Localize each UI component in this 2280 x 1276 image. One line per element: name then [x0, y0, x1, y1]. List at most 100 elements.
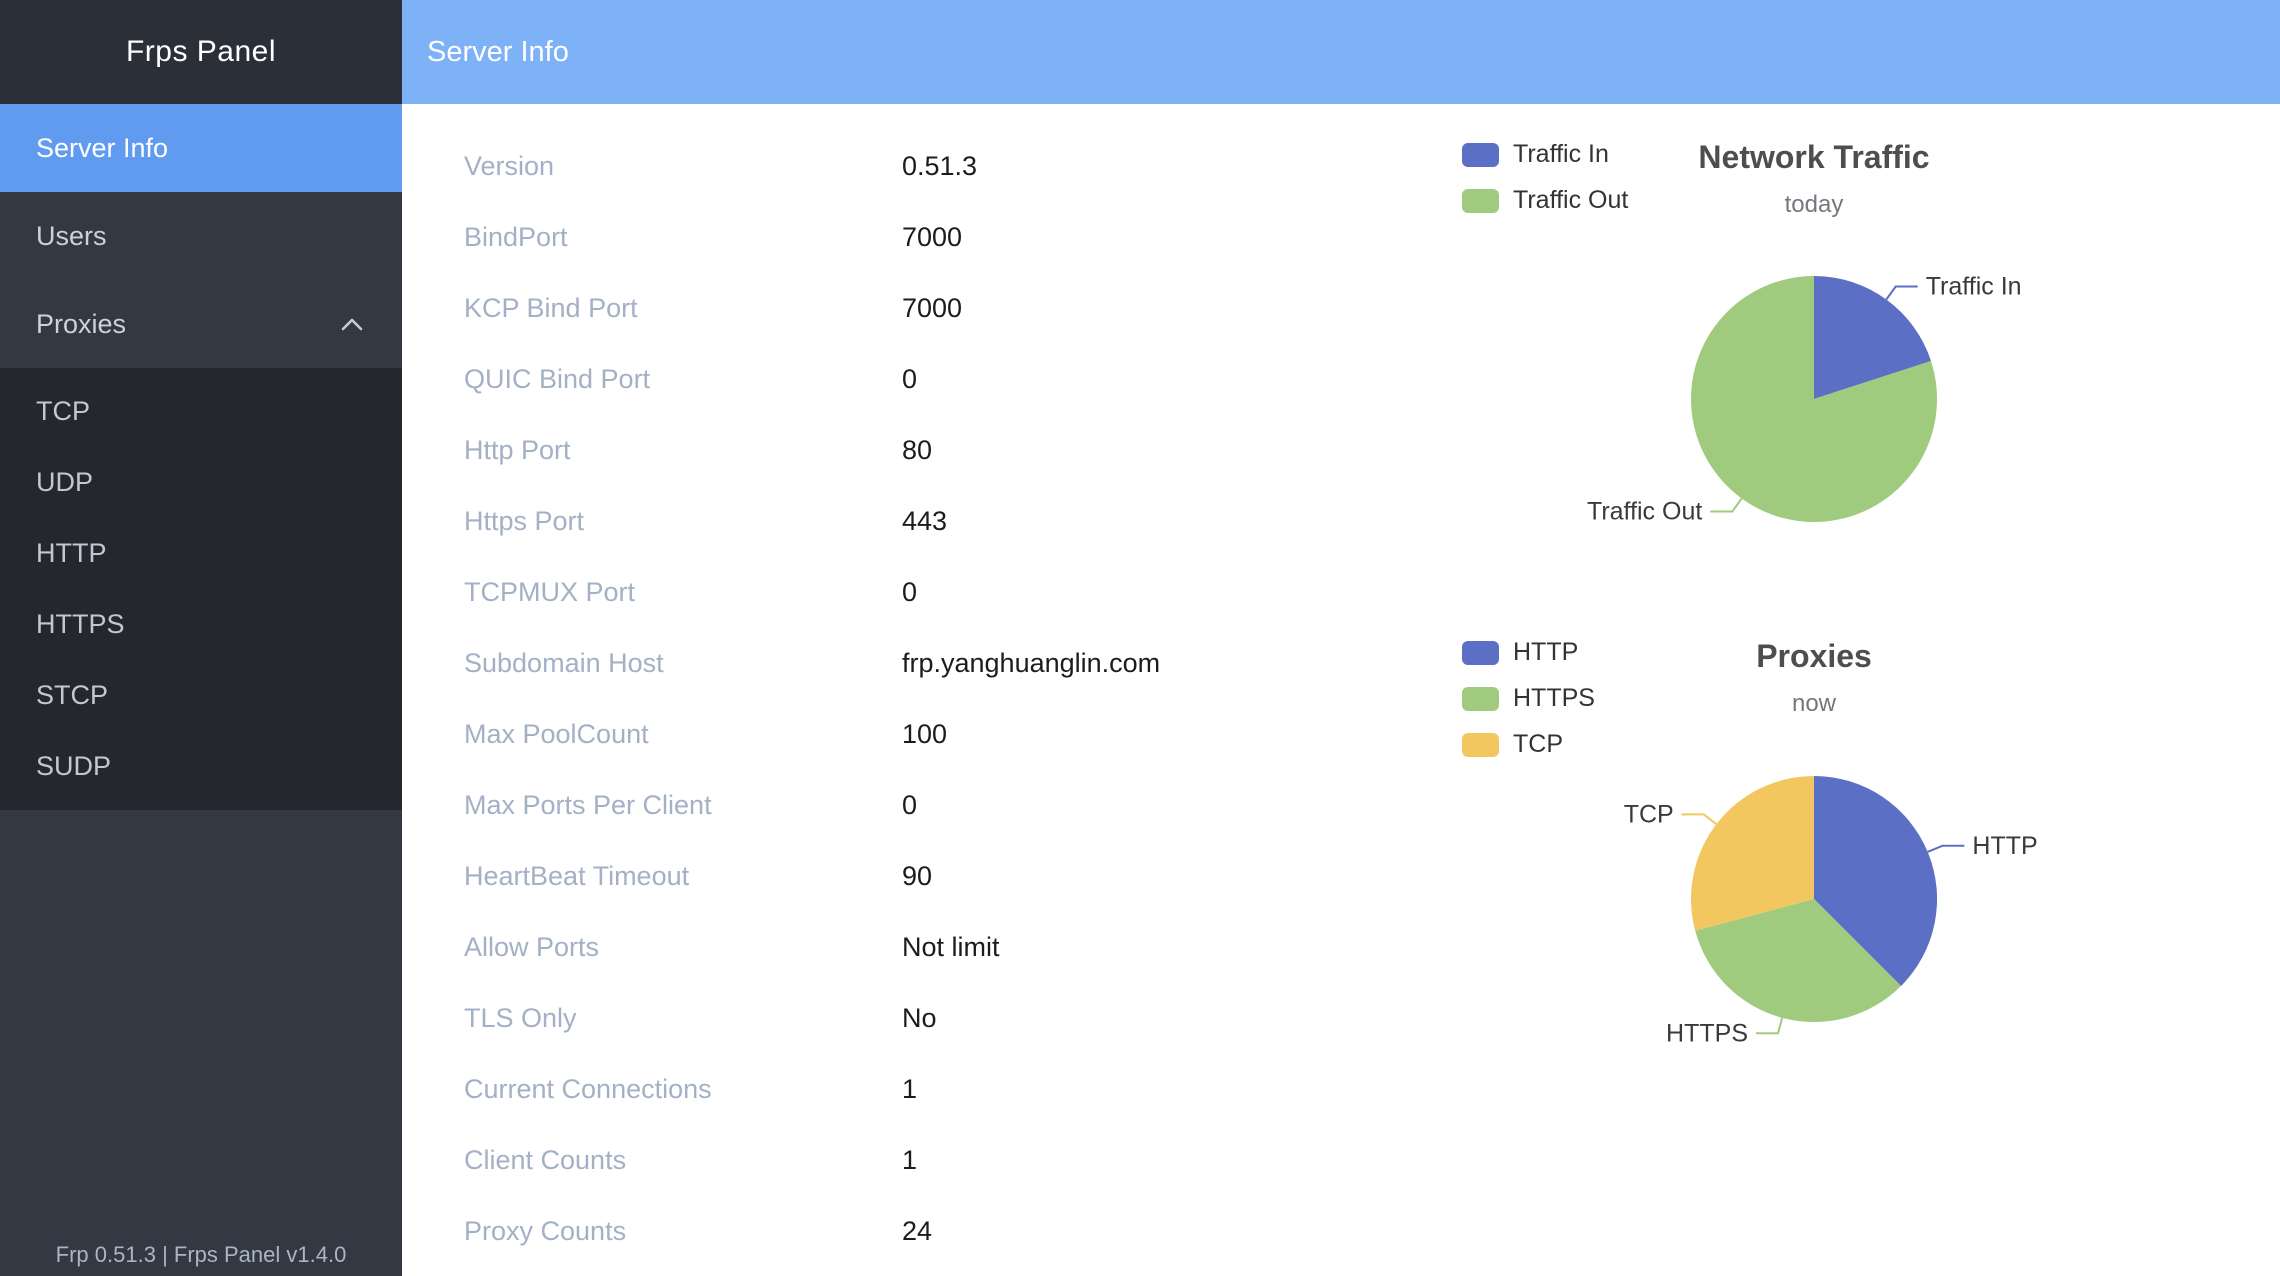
network-traffic-pie-chart: Traffic In Traffic Out	[1587, 273, 2022, 526]
page-title: Server Info	[427, 35, 569, 68]
main-body: Version 0.51.3 BindPort 7000 KCP Bind Port 70…	[402, 104, 2280, 1276]
row-label: Max Ports Per Client	[464, 790, 712, 820]
sidebar-item-proxies[interactable]: Proxies	[0, 280, 402, 368]
legend-item-tcp[interactable]: TCP	[1462, 730, 1595, 759]
legend-swatch-icon	[1462, 732, 1499, 757]
row-value: Not limit	[902, 932, 1000, 962]
server-info-row: Max Ports Per Client 0	[464, 770, 1384, 841]
pie-slice-tcp[interactable]	[1691, 776, 1814, 931]
server-info-row: BindPort 7000	[464, 202, 1384, 273]
row-value: 0	[902, 577, 918, 607]
row-value: 80	[902, 435, 933, 465]
legend-label: Traffic Out	[1513, 186, 1629, 214]
row-value: 90	[902, 861, 933, 891]
legend-item-http[interactable]: HTTP	[1462, 638, 1595, 667]
row-label: HeartBeat Timeout	[464, 861, 690, 891]
sidebar-item-label: Server Info	[36, 132, 169, 163]
chart-subtitle-network-traffic: today	[1784, 191, 1844, 218]
row-value: 1	[902, 1074, 918, 1104]
proxies-legend: HTTP HTTPS TCP	[1462, 638, 1595, 776]
row-value: 100	[902, 719, 948, 749]
row-label: Current Connections	[464, 1074, 712, 1104]
pie-label: TCP	[1624, 800, 1674, 828]
server-info-row: KCP Bind Port 7000	[464, 273, 1384, 344]
legend-item-traffic-in[interactable]: Traffic In	[1462, 140, 1628, 169]
sidebar-item-users[interactable]: Users	[0, 192, 402, 280]
server-info-list: Version 0.51.3 BindPort 7000 KCP Bind Port 70…	[464, 131, 1384, 1267]
row-value: 443	[902, 506, 948, 536]
chart-title-proxies: Proxies	[1756, 638, 1872, 674]
row-value: 7000	[902, 222, 963, 252]
sidebar-footer-version: Frp 0.51.3 | Frps Panel v1.4.0	[55, 1242, 347, 1267]
server-info-row: Allow Ports Not limit	[464, 912, 1384, 983]
sidebar-subitem-tcp[interactable]: TCP	[36, 396, 90, 426]
server-info-row: QUIC Bind Port 0	[464, 344, 1384, 415]
main-area: Server Info Version 0.51.3 BindPort 7000 KCP…	[402, 0, 2280, 1276]
chevron-up-icon	[340, 316, 364, 332]
legend-label: HTTP	[1513, 638, 1579, 666]
sidebar-submenu-proxies: TCP UDP HTTP HTTPS STCP SUDP	[0, 368, 402, 810]
sidebar-subitem-udp[interactable]: UDP	[36, 467, 94, 497]
pie-label: Traffic Out	[1587, 498, 1702, 526]
app-title: Frps Panel	[0, 0, 402, 104]
pie-label: Traffic In	[1926, 273, 2022, 301]
server-info-row: Max PoolCount 100	[464, 699, 1384, 770]
row-label: Max PoolCount	[464, 719, 649, 749]
sidebar-subitem-http[interactable]: HTTP	[36, 538, 107, 568]
row-label: TCPMUX Port	[464, 577, 636, 607]
sidebar: Frps Panel Server Info Users Proxies TCP UDP…	[0, 0, 402, 1276]
sidebar-item-label: Users	[36, 220, 107, 251]
row-label: Proxy Counts	[464, 1216, 627, 1246]
row-label: TLS Only	[464, 1003, 577, 1033]
row-value: 24	[902, 1216, 933, 1246]
row-label: Client Counts	[464, 1145, 627, 1175]
sidebar-menu: Server Info Users Proxies TCP UDP HTTP HTTPS ST…	[0, 104, 402, 810]
network-traffic-legend: Traffic In Traffic Out	[1462, 140, 1628, 232]
sidebar-subitem-stcp[interactable]: STCP	[36, 680, 109, 710]
server-info-row: TCPMUX Port 0	[464, 557, 1384, 628]
sidebar-subitem-sudp[interactable]: SUDP	[36, 751, 112, 781]
sidebar-subitem-https[interactable]: HTTPS	[36, 609, 125, 639]
row-label: KCP Bind Port	[464, 293, 638, 323]
row-label: QUIC Bind Port	[464, 364, 651, 394]
legend-label: HTTPS	[1513, 684, 1595, 712]
pie-slice-https[interactable]	[1695, 899, 1901, 1023]
server-info-row: Client Counts 1	[464, 1125, 1384, 1196]
row-value: No	[902, 1003, 937, 1033]
server-info-row: HeartBeat Timeout 90	[464, 841, 1384, 912]
server-info-row: Subdomain Host frp.yanghuanglin.com	[464, 628, 1384, 699]
pie-label-line	[1885, 285, 1918, 301]
server-info-row: Version 0.51.3	[464, 131, 1384, 202]
row-label: Allow Ports	[464, 932, 600, 962]
chart-title-network-traffic: Network Traffic	[1698, 139, 1930, 175]
pie-label-line	[1681, 813, 1718, 825]
row-value: frp.yanghuanglin.com	[902, 648, 1161, 678]
sidebar-item-server-info[interactable]: Server Info	[0, 104, 402, 192]
pie-slice-traffic-out[interactable]	[1691, 276, 1938, 522]
row-label: Subdomain Host	[464, 648, 664, 678]
legend-swatch-icon	[1462, 686, 1499, 711]
legend-item-https[interactable]: HTTPS	[1462, 684, 1595, 713]
pie-label-line	[1710, 497, 1743, 513]
pie-label-line	[1756, 1017, 1784, 1035]
proxies-pie-chart: HTTP HTTPS TCP	[1624, 776, 2038, 1047]
legend-item-traffic-out[interactable]: Traffic Out	[1462, 186, 1628, 215]
legend-swatch-icon	[1462, 188, 1499, 213]
pie-label: HTTP	[1972, 832, 2037, 860]
page-header: Server Info	[402, 0, 2280, 104]
row-label: BindPort	[464, 222, 568, 252]
legend-swatch-icon	[1462, 142, 1499, 167]
pie-slice-traffic-in[interactable]	[1814, 276, 1931, 399]
row-value: 0.51.3	[902, 151, 978, 181]
server-info-row: Proxy Counts 24	[464, 1196, 1384, 1267]
server-info-row: Http Port 80	[464, 415, 1384, 486]
row-label: Http Port	[464, 435, 571, 465]
sidebar-item-label: Proxies	[36, 308, 127, 339]
pie-slice-http[interactable]	[1814, 776, 1938, 986]
row-value: 0	[902, 790, 918, 820]
legend-label: Traffic In	[1513, 140, 1609, 168]
row-value: 7000	[902, 293, 963, 323]
legend-swatch-icon	[1462, 640, 1499, 665]
row-value: 1	[902, 1145, 918, 1175]
